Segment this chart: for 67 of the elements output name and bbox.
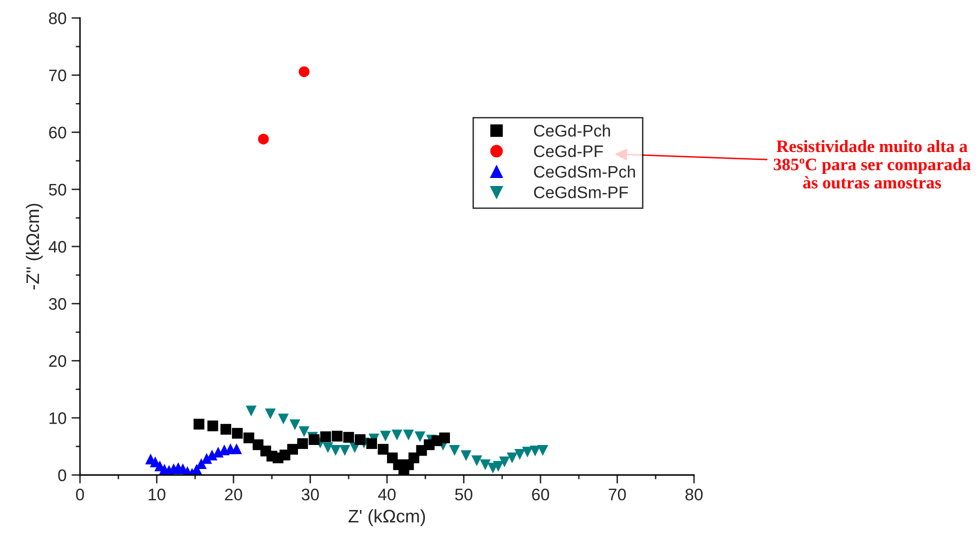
x-tick-label: 0 — [76, 488, 84, 500]
point — [290, 419, 300, 430]
point — [220, 424, 232, 435]
legend-label: CeGd-PF — [534, 144, 603, 158]
point — [298, 426, 310, 437]
x-tick-label: 60 — [532, 488, 550, 500]
y-tick-label: 80 — [48, 12, 66, 24]
point — [298, 66, 310, 78]
y-tick-label: 50 — [48, 184, 66, 196]
y-tick-label: 60 — [49, 126, 66, 138]
legend-label: CeGd-Pch — [534, 124, 610, 137]
x-tick-label: 30 — [302, 488, 319, 500]
point — [354, 434, 366, 445]
point — [322, 442, 334, 453]
point — [339, 445, 350, 456]
point — [414, 431, 426, 442]
point — [330, 445, 341, 456]
y-tick-label: 20 — [49, 355, 66, 367]
point — [522, 446, 533, 458]
y-tick-label: 10 — [50, 412, 66, 424]
point — [243, 432, 254, 444]
y-tick-label: 30 — [48, 298, 66, 310]
point — [380, 430, 391, 442]
x-axis-title: Z' (kΩcm) — [348, 509, 425, 526]
y-tick-label: 40 — [48, 240, 66, 253]
point — [471, 455, 482, 466]
point — [297, 438, 308, 449]
point — [514, 449, 526, 460]
point — [207, 420, 218, 432]
point — [366, 438, 378, 449]
point — [530, 446, 541, 456]
point — [506, 452, 518, 464]
text: Resistividade muito alta a 385ºC para ser comparada às outras amostras — [774, 140, 971, 189]
point — [378, 444, 389, 455]
point — [460, 450, 472, 461]
y-tick-label: 0 — [58, 469, 66, 482]
y-tick-label: 70 — [49, 70, 66, 82]
point — [537, 445, 548, 456]
point — [212, 446, 224, 458]
legend-label: CeGdSm-PF — [534, 186, 628, 198]
point — [232, 428, 243, 439]
point — [258, 134, 269, 144]
point — [308, 434, 320, 445]
x-tick-label: 20 — [225, 488, 242, 500]
point — [343, 432, 354, 443]
point — [194, 418, 204, 430]
point — [278, 414, 289, 424]
point — [332, 430, 342, 442]
point — [480, 459, 491, 470]
x-tick-label: 40 — [378, 488, 396, 500]
point — [403, 430, 414, 440]
x-tick-label: 10 — [148, 488, 166, 500]
point — [439, 432, 450, 444]
point — [449, 445, 460, 456]
x-tick-label: 80 — [685, 488, 703, 500]
point — [492, 461, 504, 472]
point — [246, 406, 257, 416]
x-tick-label: 50 — [455, 488, 472, 500]
point — [231, 443, 242, 454]
y-axis-title: -Z'' (kΩcm) — [26, 204, 43, 290]
point — [287, 444, 298, 455]
point — [392, 430, 402, 440]
point — [264, 408, 276, 420]
x-tick-label: 70 — [608, 488, 626, 500]
point — [320, 431, 331, 442]
point — [499, 456, 510, 468]
legend-label: CeGdSm-Pch — [534, 165, 635, 178]
